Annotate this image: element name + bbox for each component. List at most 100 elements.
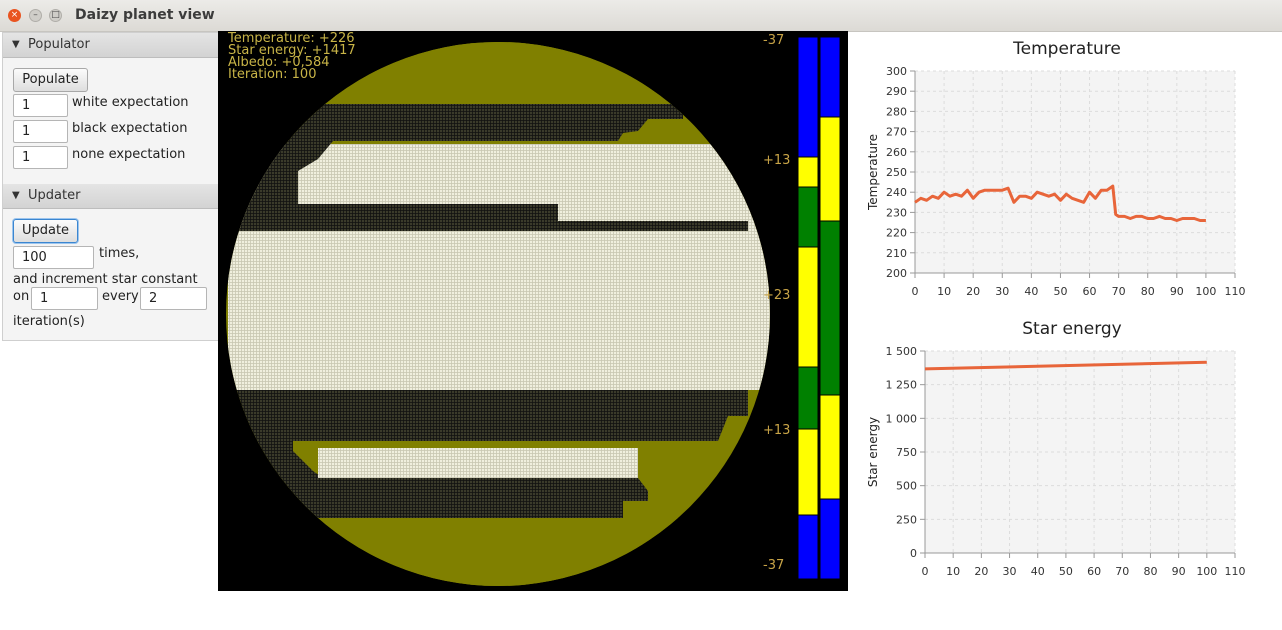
populate-button[interactable]: Populate [13, 68, 88, 92]
y-tick-label: 260 [886, 146, 907, 159]
black-expectation-label: black expectation [72, 121, 188, 136]
white-expectation-label: white expectation [72, 95, 189, 110]
x-tick-label: 80 [1141, 285, 1155, 298]
minimize-icon: – [33, 10, 38, 20]
window-titlebar: × – □ Daizy planet view [0, 0, 1282, 32]
y-tick-label: 240 [886, 186, 907, 199]
on-label: on [13, 289, 30, 304]
x-tick-label: 0 [922, 565, 929, 578]
y-tick-label: 220 [886, 227, 907, 240]
x-tick-label: 20 [966, 285, 980, 298]
maximize-icon: □ [51, 10, 60, 20]
x-tick-label: 90 [1172, 565, 1186, 578]
series-line [924, 360, 1207, 371]
scale-label: +23 [763, 288, 791, 303]
x-tick-label: 30 [1003, 565, 1017, 578]
x-tick-label: 80 [1143, 565, 1157, 578]
y-tick-label: 250 [886, 166, 907, 179]
y-tick-label: 1 250 [886, 379, 918, 392]
control-pane: ▼ Populator Populate 1 white expectation… [2, 32, 219, 341]
y-tick-label: 280 [886, 105, 907, 118]
plot-area [925, 351, 1235, 553]
y-tick-label: 210 [886, 247, 907, 260]
window-title: Daizy planet view [75, 7, 215, 23]
climate-bar-right [819, 37, 841, 580]
albedo-readout: Albedo: +0,584 [228, 55, 330, 70]
y-tick-label: 500 [896, 480, 917, 493]
y-tick-label: 290 [886, 85, 907, 98]
collapse-triangle-icon: ▼ [12, 39, 20, 50]
scale-label: +13 [763, 153, 791, 168]
y-tick-label: 270 [886, 126, 907, 139]
white-daisy-band [228, 224, 770, 390]
y-axis-label: Temperature [866, 134, 880, 211]
white-daisy-band [318, 448, 638, 478]
scale-label: -37 [763, 33, 785, 48]
close-window-button[interactable]: × [8, 9, 21, 22]
none-expectation-input[interactable]: 1 [13, 146, 68, 169]
minimize-window-button[interactable]: – [29, 9, 42, 22]
times-label: times, [99, 246, 140, 261]
black-expectation-input[interactable]: 1 [13, 120, 68, 143]
x-tick-label: 70 [1115, 565, 1129, 578]
y-axis-label: Star energy [866, 417, 880, 487]
x-tick-label: 70 [1112, 285, 1126, 298]
x-tick-label: 110 [1225, 565, 1246, 578]
update-button[interactable]: Update [13, 219, 78, 243]
updater-header[interactable]: ▼ Updater [3, 184, 218, 209]
y-tick-label: 1 000 [886, 412, 918, 425]
star-energy-readout: Star energy: +1417 [228, 43, 356, 58]
x-tick-label: 100 [1196, 565, 1217, 578]
collapse-triangle-icon: ▼ [12, 190, 20, 201]
update-times-input[interactable]: 100 [13, 246, 94, 269]
black-daisy-band [228, 104, 748, 231]
y-tick-label: 200 [886, 267, 907, 280]
iterations-label: iteration(s) [13, 314, 85, 329]
none-expectation-label: none expectation [72, 147, 186, 162]
scale-label: +13 [763, 423, 791, 438]
climate-bar-left [797, 37, 819, 580]
x-tick-label: 100 [1195, 285, 1216, 298]
bare-ground-band [228, 518, 770, 586]
iteration-readout: Iteration: 100 [228, 67, 317, 82]
x-tick-label: 10 [937, 285, 951, 298]
temperature-readout: Temperature: +226 [228, 31, 355, 46]
increment-label: and increment star constant [13, 272, 198, 287]
planet-canvas: Temperature: +226 Star energy: +1417 Alb… [218, 31, 848, 591]
x-tick-label: 50 [1059, 565, 1073, 578]
x-tick-label: 60 [1083, 285, 1097, 298]
x-tick-label: 20 [974, 565, 988, 578]
x-tick-label: 40 [1024, 285, 1038, 298]
black-daisy-band [228, 390, 748, 518]
every-iterations-input[interactable]: 2 [140, 287, 207, 310]
x-tick-label: 30 [995, 285, 1009, 298]
x-tick-label: 50 [1053, 285, 1067, 298]
y-tick-label: 0 [910, 547, 917, 560]
x-tick-label: 60 [1087, 565, 1101, 578]
series-line [914, 184, 1206, 222]
climate-bars [797, 37, 841, 580]
temperature-chart: Temperature 0 10 20 30 40 50 60 70 80 90 100 110 200 2… [866, 39, 1246, 298]
x-tick-label: 90 [1170, 285, 1184, 298]
scale-label: -37 [763, 558, 785, 573]
populator-header[interactable]: ▼ Populator [3, 33, 218, 58]
white-expectation-input[interactable]: 1 [13, 94, 68, 117]
maximize-window-button[interactable]: □ [49, 9, 62, 22]
x-tick-label: 10 [946, 565, 960, 578]
updater-header-label: Updater [28, 188, 81, 203]
chart-title: Star energy [1022, 319, 1122, 339]
planet-svg [226, 42, 770, 586]
star-energy-chart: Star energy 0 10 20 30 40 50 60 70 80 90 100 110 0 250… [866, 319, 1246, 578]
y-tick-label: 250 [896, 513, 917, 526]
y-tick-label: 750 [896, 446, 917, 459]
y-tick-label: 300 [886, 65, 907, 78]
x-tick-label: 110 [1225, 285, 1246, 298]
close-icon: × [10, 10, 19, 20]
y-tick-label: 1 500 [886, 345, 918, 358]
every-label: every [102, 289, 139, 304]
y-tick-label: 230 [886, 206, 907, 219]
chart-title: Temperature [1012, 39, 1121, 59]
increment-amount-input[interactable]: 1 [31, 287, 98, 310]
populator-header-label: Populator [28, 37, 90, 52]
x-tick-label: 40 [1031, 565, 1045, 578]
